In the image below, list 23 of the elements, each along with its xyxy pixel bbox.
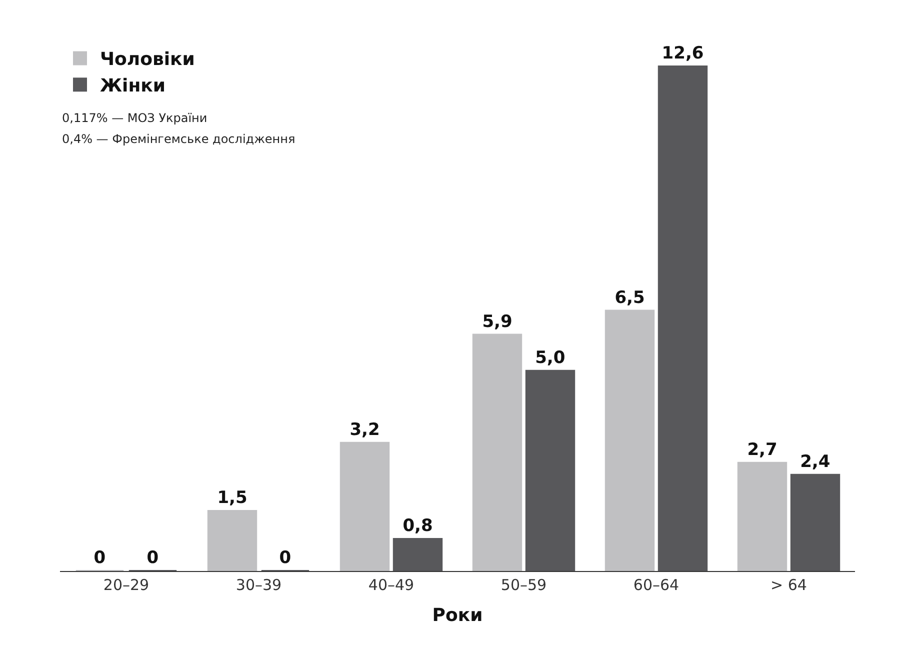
data-label: 2,7: [747, 440, 778, 460]
x-tick-label: > 64: [770, 576, 807, 594]
annotation: 0,4% — Фремінгемське дослідження: [62, 132, 296, 146]
data-label: 1,5: [217, 488, 248, 508]
x-tick-label: 20–29: [103, 576, 150, 594]
legend-label: Чоловіки: [100, 49, 195, 70]
x-tick-label: 40–49: [368, 576, 414, 594]
annotation: 0,117% — МОЗ України: [62, 111, 208, 125]
data-label: 5,0: [535, 348, 566, 368]
legend-label: Жінки: [100, 76, 166, 97]
data-label: 0,8: [402, 516, 433, 536]
x-tick-label: 30–39: [236, 576, 282, 594]
data-label: 0: [146, 548, 159, 568]
data-label: 6,5: [614, 288, 645, 308]
x-axis-title: Роки: [432, 605, 483, 626]
data-label: 12,6: [662, 44, 704, 64]
data-label: 5,9: [482, 312, 512, 332]
data-label: 3,2: [350, 420, 380, 440]
data-label: 2,4: [800, 452, 830, 472]
data-label: 0: [94, 548, 106, 568]
x-tick-label: 60–64: [633, 576, 680, 594]
data-label: 0: [279, 548, 292, 568]
x-tick-label: 50–59: [500, 576, 547, 594]
